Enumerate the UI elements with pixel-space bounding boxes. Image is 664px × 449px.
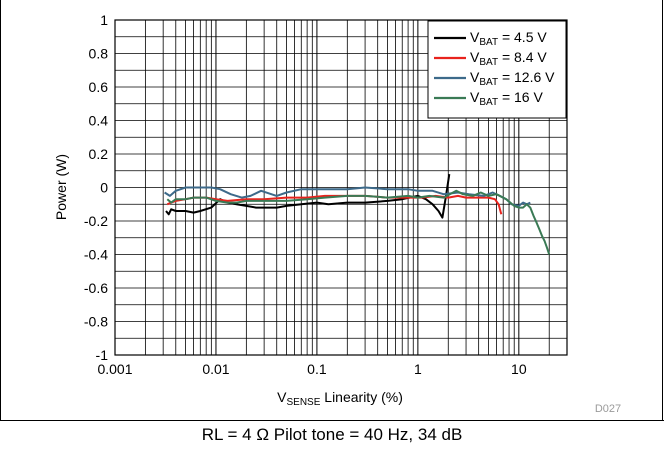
y-tick-label: -0.4	[84, 247, 108, 263]
x-axis-tick-labels: 0.001 0.01 0.1 1 10	[97, 361, 526, 377]
figure-id: D027	[595, 403, 621, 415]
y-tick-label: 0.8	[89, 46, 109, 62]
series-line-2	[166, 194, 503, 215]
y-tick-label: 0.6	[89, 79, 109, 95]
y-tick-label: 0	[100, 180, 108, 196]
series-line-1	[165, 173, 451, 219]
y-axis-title: Power (W)	[53, 154, 69, 220]
y-tick-label: -0.8	[84, 314, 108, 330]
x-tick-label: 1	[414, 361, 422, 377]
y-tick-label: -0.6	[84, 280, 108, 296]
figure-frame	[0, 0, 663, 420]
y-tick-label: 0.2	[89, 146, 109, 162]
y-tick-label: 0.4	[89, 113, 109, 129]
legend-label-3: VBAT = 12.6 V	[470, 69, 555, 88]
x-tick-label: 0.001	[97, 361, 132, 377]
legend-label-4: VBAT = 16 V	[470, 89, 543, 108]
figure-caption: RL = 4 Ω Pilot tone = 40 Hz, 34 dB	[201, 425, 463, 444]
y-axis-tick-labels: 1 0.8 0.6 0.4 0.2 0 -0.2 -0.4 -0.6 -0.8 -1	[84, 12, 108, 363]
plot-border	[114, 19, 568, 356]
x-tick-label: 10	[511, 361, 527, 377]
frame-bottom-border	[0, 420, 664, 421]
legend-label-1: VBAT = 4.5 V	[470, 29, 547, 48]
x-axis-title: VSENSE Linearity (%)	[277, 389, 403, 408]
y-tick-label: 1	[100, 12, 108, 28]
y-tick-label: -1	[96, 347, 109, 363]
series-line-4	[166, 189, 551, 255]
y-tick-label: -0.2	[84, 213, 108, 229]
x-tick-label: 0.1	[307, 361, 327, 377]
power-vs-linearity-chart: 10.80.60.40.20-0.2-0.4-0.6-0.8-1 0.001 0.…	[53, 12, 621, 415]
legend-label-2: VBAT = 8.4 V	[470, 49, 547, 68]
series-layer	[164, 173, 551, 255]
x-tick-label: 0.01	[202, 361, 229, 377]
